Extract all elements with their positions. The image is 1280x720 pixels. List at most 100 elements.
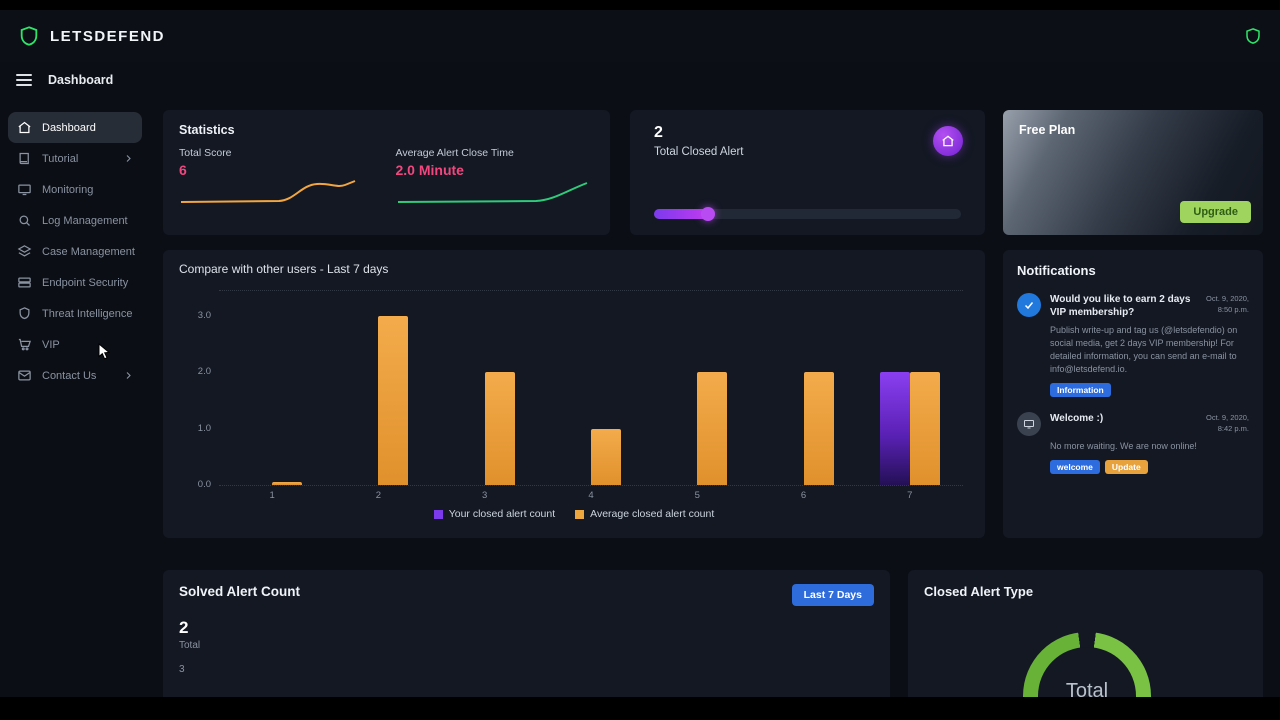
x-tick-label: 1 (269, 490, 275, 501)
closed-alert-label: Total Closed Alert (654, 146, 744, 158)
sidebar-item-tutorial[interactable]: Tutorial (8, 143, 142, 174)
sidebar-item-vip[interactable]: VIP (8, 329, 142, 360)
notification-title: Welcome :) (1050, 413, 1104, 425)
legend-item: Your closed alert count (433, 508, 556, 520)
closed-alert-type-donut-chart: Total (1023, 632, 1151, 697)
upgrade-button[interactable]: Upgrade (1180, 201, 1251, 223)
legend-item: Average closed alert count (575, 508, 714, 520)
check-circle-icon (1017, 293, 1041, 317)
compare-chart-title: Compare with other users - Last 7 days (179, 262, 389, 276)
bar-average-count (378, 316, 409, 485)
plan-title: Free Plan (1019, 123, 1076, 137)
notification-item[interactable]: Would you like to earn 2 days VIP member… (1017, 293, 1249, 398)
bar-group (773, 291, 835, 485)
breadcrumb-bar: Dashboard (0, 62, 1280, 98)
sidebar-item-endpoint-security[interactable]: Endpoint Security (8, 267, 142, 298)
home-icon (942, 135, 954, 147)
statistics-card: Statistics Total Score 6 Average Alert C… (163, 110, 610, 235)
cart-icon (17, 337, 32, 352)
donut-center-label: Total (1065, 680, 1109, 697)
notification-body: No more waiting. We are now online! (1050, 440, 1197, 451)
x-tick-label: 7 (907, 490, 913, 501)
sidebar-item-label: Tutorial (42, 152, 79, 165)
bar-average-count (484, 372, 515, 485)
bar-average-count (590, 428, 621, 485)
stat-label: Total Score (179, 147, 232, 159)
bar-group (454, 291, 516, 485)
top-header: LETSDEFEND (0, 10, 1280, 62)
notifications-card: Notifications Would you like to earn 2 d… (1003, 250, 1263, 538)
mail-icon (17, 368, 32, 383)
sidebar-item-monitoring[interactable]: Monitoring (8, 174, 142, 205)
total-closed-alert-card: 2 Total Closed Alert (630, 110, 985, 235)
bar-average-count (909, 372, 940, 485)
notification-date: Oct. 9, 2020, 8:50 p.m. (1206, 294, 1249, 315)
bar-your-count (879, 372, 910, 485)
stat-value: 6 (179, 162, 187, 178)
sidebar-item-case-management[interactable]: Case Management (8, 236, 142, 267)
solved-alert-title: Solved Alert Count (179, 584, 301, 599)
progress-knob (701, 207, 716, 221)
stat-value: 2.0 Minute (395, 162, 464, 178)
closed-alert-progress (654, 207, 961, 221)
sidebar-item-label: Monitoring (42, 183, 94, 196)
legend-swatch (575, 509, 585, 519)
x-tick-label: 5 (694, 490, 700, 501)
home-icon (17, 120, 32, 135)
total-score-sparkline (180, 180, 356, 203)
x-tick-label: 4 (588, 490, 594, 501)
sidebar-item-threat-intelligence[interactable]: Threat Intelligence (8, 298, 142, 329)
total-score-stat: Total Score 6 (179, 147, 378, 205)
menu-toggle-icon[interactable] (16, 74, 32, 86)
bar-average-count (272, 482, 303, 485)
sidebar: Dashboard Tutorial Monitoring Log Manage… (0, 98, 150, 697)
y-tick-label: 3.0 (197, 310, 211, 322)
search-icon (17, 213, 32, 228)
monitor-circle-icon (1017, 412, 1041, 437)
avg-close-time-sparkline (397, 182, 587, 203)
app-window: LETSDEFEND Dashboard Dashboard Tutorial (0, 10, 1280, 697)
notification-badge: Information (1050, 383, 1111, 398)
last-7-days-button[interactable]: Last 7 Days (791, 584, 874, 606)
sidebar-item-label: VIP (42, 338, 60, 351)
bar-group (560, 291, 622, 485)
solved-alert-count-card: Solved Alert Count Last 7 Days 2 Total 3 (163, 570, 890, 697)
bar-group (879, 291, 941, 485)
shield-icon[interactable] (1244, 27, 1262, 45)
server-icon (17, 275, 32, 290)
brand-logo[interactable]: LETSDEFEND (18, 25, 165, 47)
y-tick-label: 2.0 (197, 366, 211, 378)
notification-badge: welcome (1050, 459, 1100, 474)
avg-close-time-stat: Average Alert Close Time 2.0 Minute (396, 147, 595, 205)
solved-alert-axis-tick: 3 (179, 664, 185, 675)
sidebar-item-label: Dashboard (42, 121, 96, 134)
bar-average-count (697, 372, 728, 485)
notification-item[interactable]: Welcome :) Oct. 9, 2020, 8:42 p.m. No mo… (1017, 412, 1249, 474)
bar-group (347, 291, 409, 485)
y-tick-label: 0.0 (197, 479, 211, 490)
legend-swatch (433, 509, 443, 519)
brand-name: LETSDEFEND (50, 27, 166, 45)
home-button[interactable] (933, 126, 963, 156)
bar-group (241, 291, 303, 485)
sidebar-item-contact-us[interactable]: Contact Us (8, 360, 142, 391)
bar-average-count (803, 372, 834, 485)
sidebar-item-label: Endpoint Security (42, 276, 129, 289)
compare-legend: Your closed alert count Average closed al… (179, 508, 969, 520)
sidebar-item-label: Case Management (42, 245, 135, 258)
legend-label: Your closed alert count (448, 508, 556, 520)
bar-group (666, 291, 728, 485)
y-tick-label: 1.0 (197, 422, 211, 434)
chevron-right-icon (124, 154, 133, 163)
sidebar-item-dashboard[interactable]: Dashboard (8, 112, 142, 143)
x-tick-label: 3 (482, 490, 488, 501)
solved-alert-value-label: Total (179, 640, 201, 651)
notification-title: Would you like to earn 2 days VIP member… (1050, 294, 1191, 318)
main-content: Statistics Total Score 6 Average Alert C… (150, 98, 1280, 697)
closed-alert-value: 2 (654, 124, 663, 141)
sidebar-item-log-management[interactable]: Log Management (8, 205, 142, 236)
statistics-title: Statistics (179, 123, 235, 137)
page-title: Dashboard (48, 73, 114, 87)
closed-alert-progress-fill (654, 207, 716, 221)
compare-chart-card: Compare with other users - Last 7 days 0… (163, 250, 985, 538)
